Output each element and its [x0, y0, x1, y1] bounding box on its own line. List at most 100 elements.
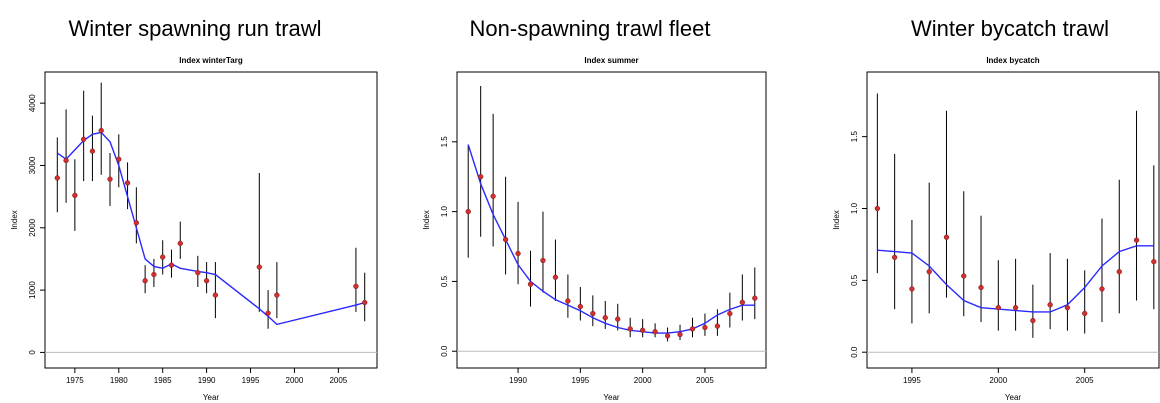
panel-subtitle: Index summer	[584, 56, 638, 65]
y-axis-label: Index	[832, 210, 841, 230]
fit-line	[467, 144, 755, 334]
data-point	[362, 299, 368, 306]
x-axis-label: Year	[1005, 393, 1022, 402]
x-tick-label: 1975	[66, 376, 84, 385]
x-tick-label: 2000	[286, 376, 304, 385]
y-axis-label: Index	[10, 210, 19, 230]
data-point	[961, 273, 967, 279]
data-point	[478, 174, 484, 180]
data-point	[615, 316, 621, 322]
data-point	[515, 250, 521, 257]
data-point	[677, 331, 683, 338]
y-axis-label: Index	[422, 210, 431, 230]
data-point	[590, 310, 596, 317]
data-point	[874, 205, 881, 212]
data-point	[54, 175, 60, 181]
data-point	[739, 299, 745, 306]
data-point	[133, 220, 139, 226]
data-point	[909, 286, 915, 292]
x-tick-label: 2005	[1076, 376, 1094, 385]
data-point	[116, 156, 122, 162]
x-tick-label: 2000	[989, 376, 1007, 385]
data-point	[1047, 302, 1053, 308]
plot-frame	[44, 71, 378, 369]
y-tick-label: 0.0	[850, 346, 859, 358]
data-point	[203, 278, 210, 284]
data-point	[943, 234, 950, 240]
data-point	[639, 327, 646, 333]
panel-subtitle: Index winterTarg	[179, 56, 243, 65]
y-tick-label: 1.5	[850, 131, 859, 143]
data-point	[1133, 237, 1140, 243]
x-tick-label: 1995	[903, 376, 921, 385]
y-tick-label: 1000	[28, 281, 37, 299]
x-tick-label: 1995	[242, 376, 260, 385]
data-point	[72, 192, 78, 199]
data-point	[256, 264, 262, 270]
data-point	[151, 271, 157, 278]
data-point	[727, 310, 733, 317]
y-tick-label: 0.5	[850, 274, 859, 286]
x-tick-label: 2005	[329, 376, 347, 385]
fit-line	[56, 131, 365, 326]
x-axis-label: Year	[203, 393, 220, 402]
data-point	[98, 127, 104, 134]
data-point	[265, 310, 271, 316]
panel-title: Non-spawning trawl fleet	[470, 16, 711, 41]
x-axis-label: Year	[603, 393, 620, 402]
y-tick-label: 0	[28, 350, 37, 355]
panel-title: Winter bycatch trawl	[911, 16, 1109, 41]
data-point	[689, 326, 696, 332]
data-point	[274, 292, 280, 298]
data-point	[702, 324, 708, 331]
data-point	[627, 326, 633, 332]
data-point	[926, 269, 932, 275]
data-point	[160, 254, 166, 260]
data-point	[891, 254, 898, 261]
panel-title: Winter spawning run trawl	[68, 16, 321, 41]
data-point	[552, 274, 559, 280]
y-tick-label: 1.0	[850, 202, 859, 214]
data-point	[995, 305, 1001, 311]
data-point	[1030, 317, 1036, 324]
plot-frame	[866, 71, 1160, 369]
data-point	[978, 284, 984, 291]
data-point	[565, 298, 571, 304]
plot-frame	[456, 71, 767, 369]
data-point	[540, 257, 546, 264]
data-point	[664, 333, 671, 339]
data-point	[63, 157, 69, 164]
x-tick-label: 1995	[571, 376, 589, 385]
y-tick-label: 3000	[28, 156, 37, 174]
data-point	[1151, 259, 1157, 265]
data-point	[168, 262, 175, 268]
data-point	[527, 281, 534, 287]
y-tick-label: 4000	[28, 94, 37, 112]
x-tick-label: 1985	[154, 376, 172, 385]
data-point	[124, 180, 131, 186]
data-point	[80, 136, 87, 142]
y-tick-label: 1.5	[440, 136, 449, 148]
y-tick-label: 0.5	[440, 275, 449, 287]
x-tick-label: 2005	[696, 376, 714, 385]
data-point	[602, 315, 608, 321]
data-point	[353, 283, 359, 290]
data-point	[465, 208, 471, 215]
data-point	[89, 148, 96, 154]
data-point	[212, 292, 219, 298]
data-point	[1082, 310, 1088, 317]
data-point	[652, 329, 658, 335]
data-point	[1116, 269, 1122, 275]
x-tick-label: 1980	[110, 376, 128, 385]
y-tick-label: 1.0	[440, 206, 449, 218]
data-point	[1099, 286, 1105, 292]
data-point	[195, 270, 201, 276]
y-tick-label: 2000	[28, 218, 37, 236]
x-tick-label: 2000	[634, 376, 652, 385]
data-point	[577, 303, 584, 310]
x-tick-label: 1990	[509, 376, 527, 385]
data-point	[177, 240, 183, 247]
data-point	[1012, 305, 1019, 311]
data-point	[502, 236, 509, 243]
